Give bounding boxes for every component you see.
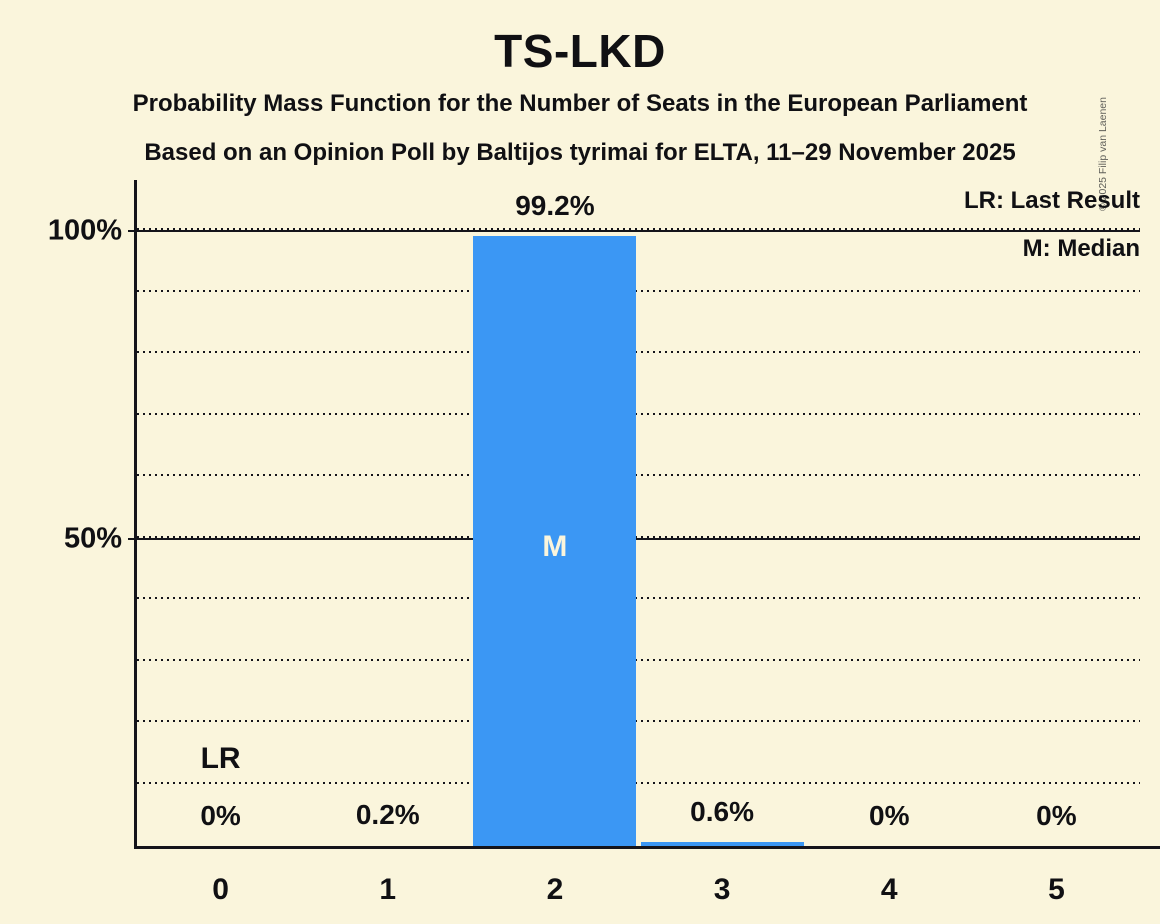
bar-value-label-seat-2: 99.2% — [515, 189, 595, 221]
y-axis — [134, 180, 137, 849]
gridline-50-percent — [137, 535, 1140, 538]
gridline-20-percent — [137, 720, 1140, 722]
bar-seat-3 — [640, 842, 804, 846]
x-axis-label-seat-4: 4 — [880, 873, 898, 906]
gridline-70-percent — [137, 412, 1140, 415]
gridline-100-percent — [137, 228, 1140, 230]
gridline-30-percent — [137, 658, 1140, 661]
gridline-10-percent — [137, 781, 1140, 784]
x-axis-label-seat-2: 2 — [546, 873, 564, 906]
y-axis-tick-50 — [128, 537, 137, 540]
median-marker: M — [542, 529, 568, 563]
bar-seat-2 — [473, 235, 637, 846]
y-axis-label-100: 100% — [47, 214, 122, 247]
gridline-solid-100-percent — [137, 230, 1140, 233]
bar-value-label-seat-5: 0% — [1036, 800, 1077, 831]
gridline-90-percent — [137, 289, 1140, 292]
chart-title: TS-LKD — [494, 25, 666, 77]
x-axis-label-seat-3: 3 — [713, 873, 731, 906]
gridline-solid-50-percent — [137, 537, 1140, 540]
bar-value-label-seat-3: 0.6% — [690, 796, 754, 828]
bar-value-label-seat-1: 0.2% — [355, 798, 420, 830]
chart-subtitle: Probability Mass Function for the Number… — [132, 90, 1028, 117]
gridline-80-percent — [137, 351, 1140, 353]
x-axis-label-seat-5: 5 — [1048, 873, 1065, 906]
last-result-marker: LR — [200, 742, 241, 775]
x-axis-label-seat-1: 1 — [379, 873, 397, 906]
legend-last-result: LR: Last Result — [963, 187, 1140, 214]
bar-value-label-seat-4: 0% — [869, 800, 910, 831]
gridline-60-percent — [137, 474, 1140, 476]
chart-source-line: Based on an Opinion Poll by Baltijos tyr… — [144, 139, 1016, 166]
x-axis-label-seat-0: 0 — [212, 873, 229, 906]
legend-median: M: Median — [1022, 235, 1140, 262]
y-axis-label-50: 50% — [63, 522, 122, 554]
gridline-40-percent — [137, 597, 1140, 599]
x-axis — [134, 846, 1160, 849]
bar-value-label-seat-0: 0% — [200, 800, 241, 831]
y-axis-tick-100 — [128, 230, 137, 233]
